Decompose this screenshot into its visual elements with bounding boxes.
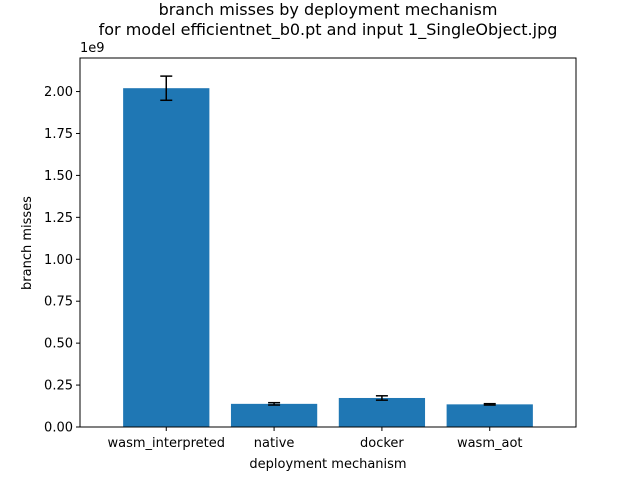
y-tick-label: 1.00 [44, 253, 73, 268]
y-axis-offset-text: 1e9 [80, 41, 105, 56]
y-tick-label: 0.50 [44, 337, 73, 352]
bar-wasm_aot [446, 404, 533, 427]
bar-native [230, 403, 318, 427]
axes-frame [79, 57, 577, 428]
y-tick-label: 0.25 [44, 379, 73, 394]
x-tick-label: wasm_interpreted [108, 436, 225, 451]
y-tick-label: 0.00 [44, 421, 73, 436]
bar-wasm_interpreted [123, 88, 210, 427]
y-tick-label: 2.00 [44, 85, 73, 100]
x-tick-label: native [254, 436, 295, 451]
y-tick-label: 0.75 [44, 295, 73, 310]
chart-title-line1: branch misses by deployment mechanism [159, 0, 498, 19]
y-tick-label: 1.25 [44, 211, 73, 226]
x-axis-label: deployment mechanism [249, 457, 406, 472]
y-axis-label: branch misses [20, 196, 35, 290]
bar-docker [338, 397, 426, 427]
chart-title-line2: for model efficientnet_b0.pt and input 1… [99, 20, 558, 40]
y-tick-label: 1.75 [44, 127, 73, 142]
y-tick-label: 1.50 [44, 169, 73, 184]
x-tick-label: wasm_aot [457, 436, 523, 451]
plot-area: 0.00 0.25 0.50 0.75 1.00 1.25 1.50 1.75 2.00 wasm… [44, 57, 577, 451]
x-tick-label: docker [360, 436, 404, 451]
